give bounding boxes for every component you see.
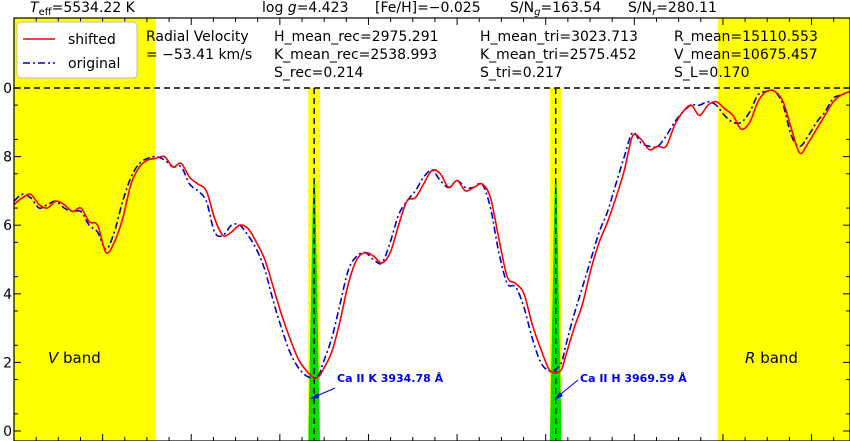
s-rec: S_rec=0.214 [274,65,364,81]
plot-frame [13,17,850,441]
stats-block: Radial Velocity = −53.41 km/s H_mean_rec… [146,29,818,81]
chart-title: Teff=5534.22 K log g=4.423 [Fe/H]=−0.025… [30,0,717,18]
svg-text:S/Ng=163.54: S/Ng=163.54 [510,0,601,18]
svg-text:Teff=5534.22 K: Teff=5534.22 K [30,0,136,18]
rv-title: Radial Velocity [146,29,249,45]
series-shifted [14,89,850,379]
r-mean: R_mean=15110.553 [674,29,818,45]
legend-original-label: original [68,56,120,72]
ca-h-label: Ca II H 3969.59 Å [580,372,687,385]
v-mean: V_mean=10675.457 [674,47,818,63]
h-mean-tri: H_mean_tri=3023.713 [480,29,638,45]
y-tick-label-4: 8 [3,150,12,166]
v-band-label: V band [48,349,101,367]
y-tick-label-2: 4 [3,287,12,303]
annotation-ca-h: Ca II H 3969.59 Å [554,372,687,400]
band-region-r [717,18,850,441]
svg-text:log g=4.423: log g=4.423 [262,0,349,16]
title-feh: [Fe/H]=−0.025 [375,0,481,16]
legend: shifted original [16,21,138,79]
axis-ticks: 0 2 4 6 8 0 [3,18,850,441]
k-mean-tri: K_mean_tri=2575.452 [480,47,637,63]
y-tick-label-0: 0 [3,424,12,440]
y-tick-label-1: 2 [3,355,12,371]
annotation-ca-k: Ca II K 3934.78 Å [310,372,444,399]
s-tri: S_tri=0.217 [480,65,563,81]
legend-shifted-label: shifted [68,32,116,48]
rv-value: = −53.41 km/s [146,47,252,63]
svg-text:S/Nr=280.11: S/Nr=280.11 [628,0,717,18]
r-band-label: R band [745,349,798,367]
y-tick-label-5: 0 [3,81,12,97]
s-l: S_L=0.170 [674,65,750,81]
ca-k-label: Ca II K 3934.78 Å [337,372,444,385]
k-mean-rec: K_mean_rec=2538.993 [274,47,437,63]
h-mean-rec: H_mean_rec=2975.291 [274,29,439,45]
band-region-v [14,18,156,441]
legend-box [16,21,138,79]
y-tick-label-3: 6 [3,218,12,234]
